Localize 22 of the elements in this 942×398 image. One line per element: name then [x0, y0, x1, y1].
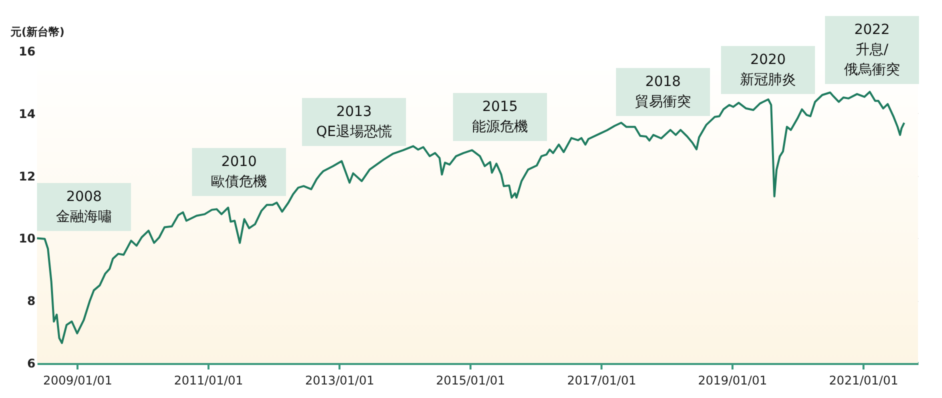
annotation: 2010 歐債危機 — [211, 154, 267, 190]
x-tick-label: 2013/01/01 — [305, 374, 374, 388]
y-tick-label: 16 — [18, 44, 36, 58]
annotation: 2013 QE退場恐慌 — [316, 104, 392, 140]
x-tick-label: 2021/01/01 — [829, 374, 898, 388]
line-series — [36, 90, 906, 344]
y-tick-label: 6 — [27, 356, 36, 370]
annotation: 2015 能源危機 — [472, 99, 528, 135]
annotation: 2022 升息/ 俄烏衝突 — [844, 22, 900, 78]
x-tick-label: 2019/01/01 — [698, 374, 768, 388]
x-tick-label: 2011/01/01 — [174, 374, 244, 388]
x-tick-label: 2015/01/01 — [436, 374, 506, 388]
x-tick-label: 2017/01/01 — [567, 374, 636, 388]
annotation: 2018 貿易衝突 — [635, 74, 691, 110]
annotation: 2020 新冠肺炎 — [740, 52, 796, 88]
y-tick-label: 8 — [27, 294, 36, 308]
annotation: 2008 金融海嘯 — [56, 189, 112, 225]
y-tick-label: 14 — [18, 106, 36, 121]
y-tick-label: 12 — [18, 169, 36, 184]
x-tick-label: 2009/01/01 — [43, 374, 112, 388]
y-tick-label: 10 — [18, 232, 36, 246]
y-axis-title: 元(新台幣) — [10, 26, 65, 38]
